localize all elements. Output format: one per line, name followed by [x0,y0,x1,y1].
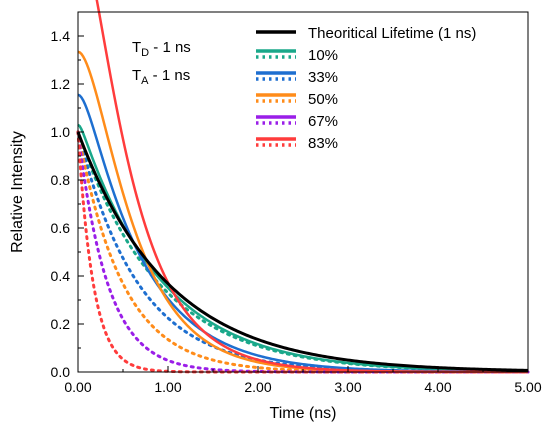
series-acceptor-line [77,123,529,373]
x-tick-label: 2.00 [244,379,271,395]
series-donor-line [76,130,530,374]
y-tick-label: 0.6 [51,220,71,236]
series-acceptor-line [77,93,528,374]
legend-label: 83% [308,135,338,152]
series-acceptor-line [77,50,529,374]
y-tick-label: 1.0 [51,124,71,140]
y-tick-label: 0.4 [51,268,71,284]
x-axis-label: Time (ns) [270,405,337,422]
y-tick-label: 1.2 [51,76,71,92]
x-tick-label: 4.00 [424,379,451,395]
x-tick-label: 1.00 [154,379,181,395]
y-tick-label: 1.4 [51,28,71,44]
legend: Theoritical Lifetime (1 ns) 10% 33% 50% 67% 8… [256,25,476,152]
y-tick-label: 0.8 [51,172,71,188]
legend-label: 33% [308,69,338,86]
annotation-text: TD - 1 ns [132,39,191,59]
legend-label: 10% [308,47,338,64]
plot-frame [77,11,529,373]
series-donor-line [76,130,530,374]
x-tick-label: 5.00 [514,379,541,395]
legend-label: Theoritical Lifetime (1 ns) [308,25,476,42]
series-donor-line [76,130,530,374]
x-tick-label: 0.00 [64,379,91,395]
y-tick-label: 0.0 [51,364,71,380]
series-donor-line [76,130,530,373]
y-tick-label: 0.2 [51,316,71,332]
annotation-layer: TD - 1 ns TA - 1 ns [132,39,191,87]
series-donor-line [76,130,530,374]
y-axis-label: Relative Intensity [9,131,26,253]
reference-line [76,131,529,372]
ticks-layer: 0.00 1.00 2.00 3.00 4.00 5.00 0.0 0.2 0.4 0.6 0.8 1… [51,11,542,395]
legend-label: 67% [308,113,338,130]
x-tick-label: 3.00 [334,379,361,395]
legend-label: 50% [308,91,338,108]
annotation-text: TA - 1 ns [132,67,190,87]
